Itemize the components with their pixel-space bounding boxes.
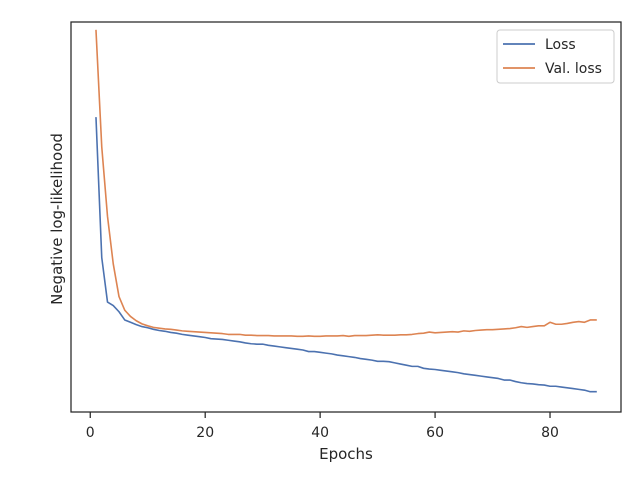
- x-tick-label: 20: [196, 425, 214, 441]
- legend-label: Val. loss: [545, 61, 602, 77]
- legend-label: Loss: [545, 37, 576, 53]
- series-line-loss: [95, 117, 597, 393]
- x-tick-label: 80: [541, 425, 559, 441]
- x-tick-label: 0: [86, 425, 95, 441]
- x-tick-label: 40: [311, 425, 329, 441]
- axes-frame: [70, 21, 622, 413]
- series-layer: [95, 29, 597, 393]
- legend-entries: Loss Val. loss: [503, 37, 602, 77]
- y-axis-label: Negative log-likelihood: [48, 133, 66, 305]
- x-tick-label: 60: [426, 425, 444, 441]
- x-axis: 0 20 40 60 80: [86, 412, 559, 441]
- legend: Loss Val. loss: [496, 29, 615, 84]
- series-line-val-loss: [95, 29, 597, 338]
- x-axis-label: Epochs: [319, 445, 373, 463]
